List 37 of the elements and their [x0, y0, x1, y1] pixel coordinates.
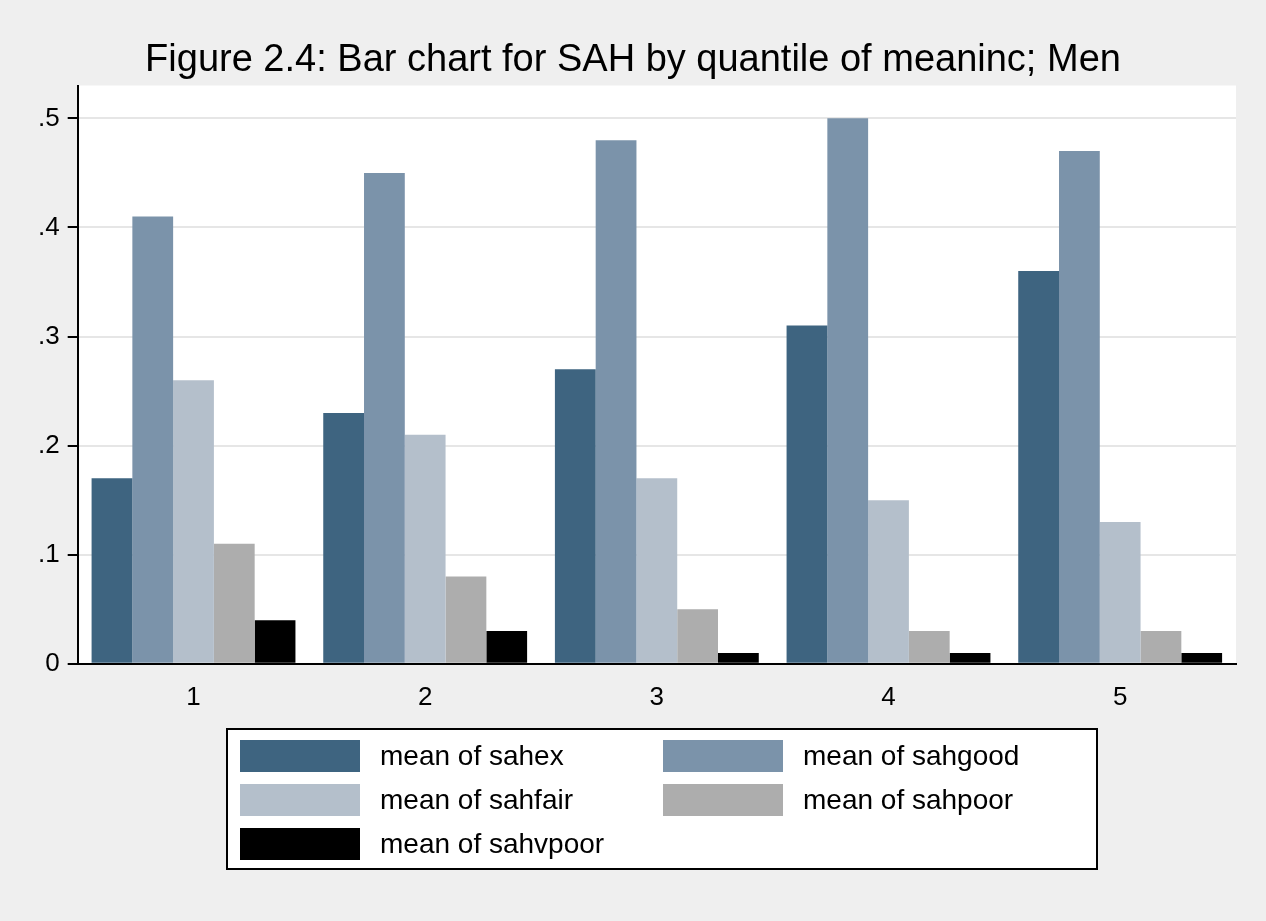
bar [445, 576, 487, 663]
x-tick-label: 2 [417, 680, 433, 711]
legend-label: mean of sahpoor [803, 784, 1014, 816]
y-tick-label: 0 [45, 646, 60, 677]
x-tick-label: 3 [649, 680, 665, 711]
legend-label: mean of sahfair [380, 784, 573, 816]
bar [827, 118, 869, 663]
y-tick-label: .2 [38, 428, 60, 459]
chart-title: Figure 2.4: Bar chart for SAH by quantile of meaninc; Men [145, 37, 1121, 80]
y-tick-label: .1 [38, 537, 60, 568]
bar [323, 412, 365, 663]
bar [173, 380, 214, 663]
bar [554, 369, 596, 663]
bar [908, 631, 950, 663]
legend-label: mean of sahex [380, 740, 564, 772]
y-tick-label: .5 [38, 101, 60, 132]
bar [677, 609, 718, 663]
legend-label: mean of sahvpoor [380, 828, 605, 860]
bar [1099, 521, 1141, 663]
bar [1140, 631, 1182, 663]
x-tick-label: 1 [186, 680, 201, 711]
y-tick-label: .4 [38, 210, 60, 241]
x-tick-label: 5 [1112, 680, 1128, 711]
bar [364, 172, 405, 663]
x-tick-label: 4 [881, 680, 896, 711]
bar [595, 140, 637, 663]
bar [213, 543, 255, 663]
bar [404, 434, 446, 663]
bar [91, 478, 133, 663]
bar [1018, 271, 1060, 663]
bar [786, 325, 828, 663]
y-tick-label: .3 [38, 319, 60, 350]
bar [1059, 151, 1100, 663]
bar [132, 216, 174, 663]
bar [636, 478, 678, 663]
legend-label: mean of sahgood [803, 740, 1020, 772]
bar [868, 500, 909, 663]
